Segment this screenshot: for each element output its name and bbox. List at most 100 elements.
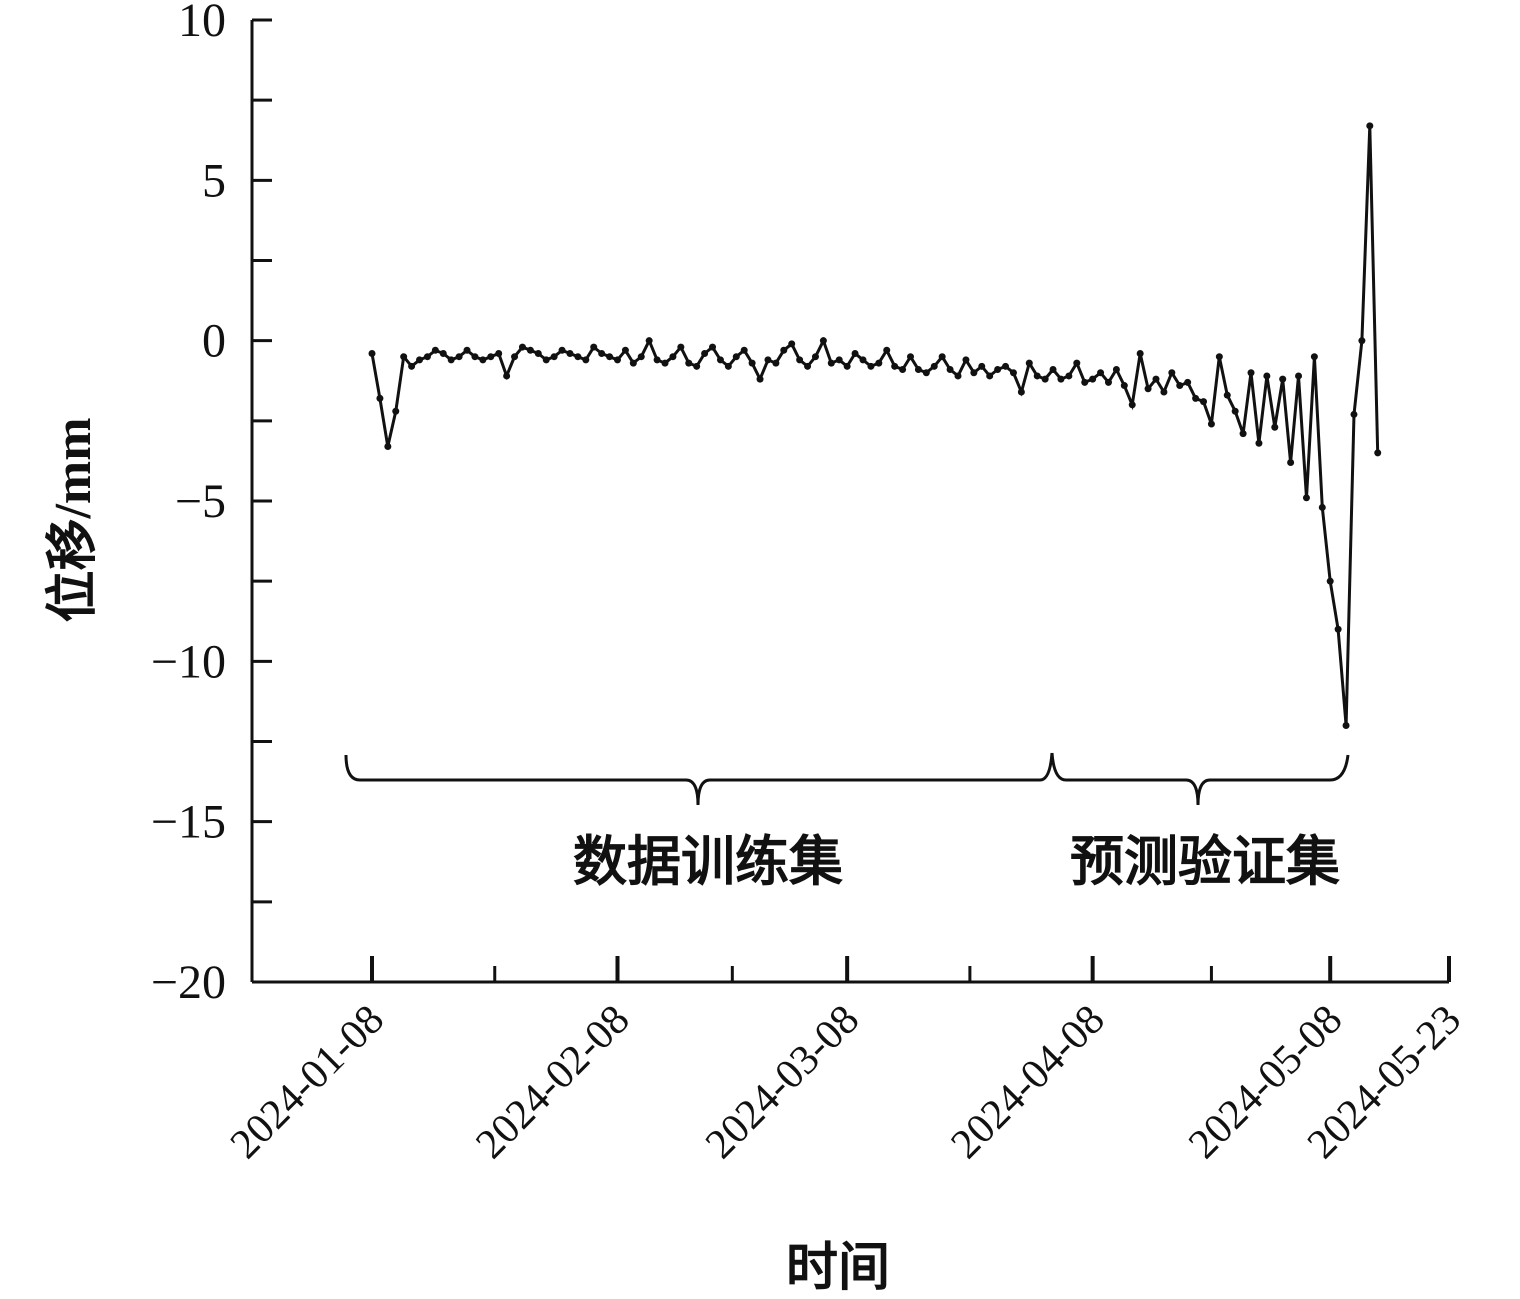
data-point bbox=[384, 442, 392, 450]
data-point bbox=[851, 349, 859, 357]
y-tick-label: −20 bbox=[151, 956, 226, 1009]
y-tick-label: 10 bbox=[178, 0, 226, 47]
data-point bbox=[1255, 439, 1263, 447]
data-point bbox=[629, 359, 637, 367]
data-point bbox=[1239, 430, 1247, 438]
data-point bbox=[1287, 459, 1295, 467]
data-point bbox=[867, 362, 875, 370]
data-point bbox=[1073, 359, 1081, 367]
data-point bbox=[1049, 366, 1057, 374]
data-point bbox=[416, 356, 424, 364]
data-point bbox=[677, 343, 685, 351]
data-point bbox=[582, 356, 590, 364]
data-point bbox=[780, 346, 788, 354]
data-point bbox=[1184, 378, 1192, 386]
data-point bbox=[455, 353, 463, 361]
data-point bbox=[938, 353, 946, 361]
data-point bbox=[685, 359, 693, 367]
data-point bbox=[1025, 359, 1033, 367]
data-point bbox=[550, 353, 558, 361]
data-point bbox=[590, 343, 598, 351]
data-point bbox=[788, 340, 796, 348]
data-point bbox=[732, 353, 740, 361]
data-point bbox=[376, 394, 384, 402]
data-point bbox=[1223, 391, 1231, 399]
data-point bbox=[709, 343, 717, 351]
data-point bbox=[1017, 388, 1025, 396]
data-point bbox=[1136, 349, 1144, 357]
data-point bbox=[1112, 366, 1120, 374]
data-point bbox=[669, 353, 677, 361]
data-point bbox=[542, 356, 550, 364]
data-point bbox=[613, 356, 621, 364]
data-point bbox=[701, 349, 709, 357]
data-point bbox=[566, 349, 574, 357]
data-point bbox=[1215, 353, 1223, 361]
data-point bbox=[1374, 449, 1382, 457]
train-brace bbox=[344, 752, 1054, 806]
data-point bbox=[503, 372, 511, 380]
data-point bbox=[875, 359, 883, 367]
data-point bbox=[368, 349, 376, 357]
data-point bbox=[1334, 625, 1342, 633]
data-point bbox=[962, 356, 970, 364]
data-point bbox=[1207, 420, 1215, 428]
data-point bbox=[946, 366, 954, 374]
data-point bbox=[811, 353, 819, 361]
data-point bbox=[827, 359, 835, 367]
data-point bbox=[1263, 372, 1271, 380]
data-point bbox=[1152, 375, 1160, 383]
data-point bbox=[978, 362, 986, 370]
data-point bbox=[756, 375, 764, 383]
data-point bbox=[1231, 407, 1239, 415]
data-point bbox=[423, 353, 431, 361]
data-point bbox=[970, 369, 978, 377]
data-point bbox=[645, 337, 653, 345]
data-point bbox=[835, 356, 843, 364]
y-tick-label: 5 bbox=[202, 154, 226, 207]
data-point bbox=[1009, 369, 1017, 377]
data-point bbox=[661, 359, 669, 367]
data-point bbox=[1081, 378, 1089, 386]
data-point bbox=[1144, 385, 1152, 393]
data-point bbox=[772, 359, 780, 367]
data-point bbox=[487, 353, 495, 361]
test-brace bbox=[1050, 752, 1350, 806]
data-point bbox=[1192, 394, 1200, 402]
data-point bbox=[907, 353, 914, 361]
data-point bbox=[922, 369, 930, 377]
data-point bbox=[653, 356, 661, 364]
data-point bbox=[1065, 372, 1073, 380]
data-point bbox=[994, 366, 1002, 374]
data-point bbox=[1041, 375, 1049, 383]
data-point bbox=[1271, 423, 1279, 431]
data-point bbox=[819, 337, 827, 345]
x-tick-label: 2024-01-08 bbox=[222, 997, 393, 1168]
data-point bbox=[1318, 503, 1326, 511]
y-axis-label: 位移/mm bbox=[44, 417, 102, 622]
data-point bbox=[431, 346, 439, 354]
y-tick-label: −10 bbox=[151, 635, 226, 688]
data-line bbox=[370, 125, 1380, 726]
data-point bbox=[1279, 375, 1287, 383]
data-point bbox=[1342, 721, 1350, 729]
data-point bbox=[408, 362, 416, 370]
data-point bbox=[471, 353, 479, 361]
data-point bbox=[1326, 577, 1334, 585]
data-point bbox=[693, 362, 701, 370]
data-point bbox=[804, 362, 812, 370]
data-point bbox=[748, 359, 756, 367]
data-point bbox=[716, 356, 724, 364]
annotation: 数据训练集 bbox=[573, 832, 843, 892]
data-point bbox=[899, 366, 907, 374]
data-point bbox=[598, 349, 606, 357]
data-point bbox=[1366, 122, 1374, 130]
data-point bbox=[724, 362, 732, 370]
data-point bbox=[1057, 375, 1065, 383]
data-point bbox=[1002, 362, 1010, 370]
data-point bbox=[954, 372, 962, 380]
data-point bbox=[1089, 375, 1097, 383]
data-point bbox=[558, 346, 566, 354]
data-point bbox=[1168, 369, 1176, 377]
data-point bbox=[1104, 378, 1112, 386]
